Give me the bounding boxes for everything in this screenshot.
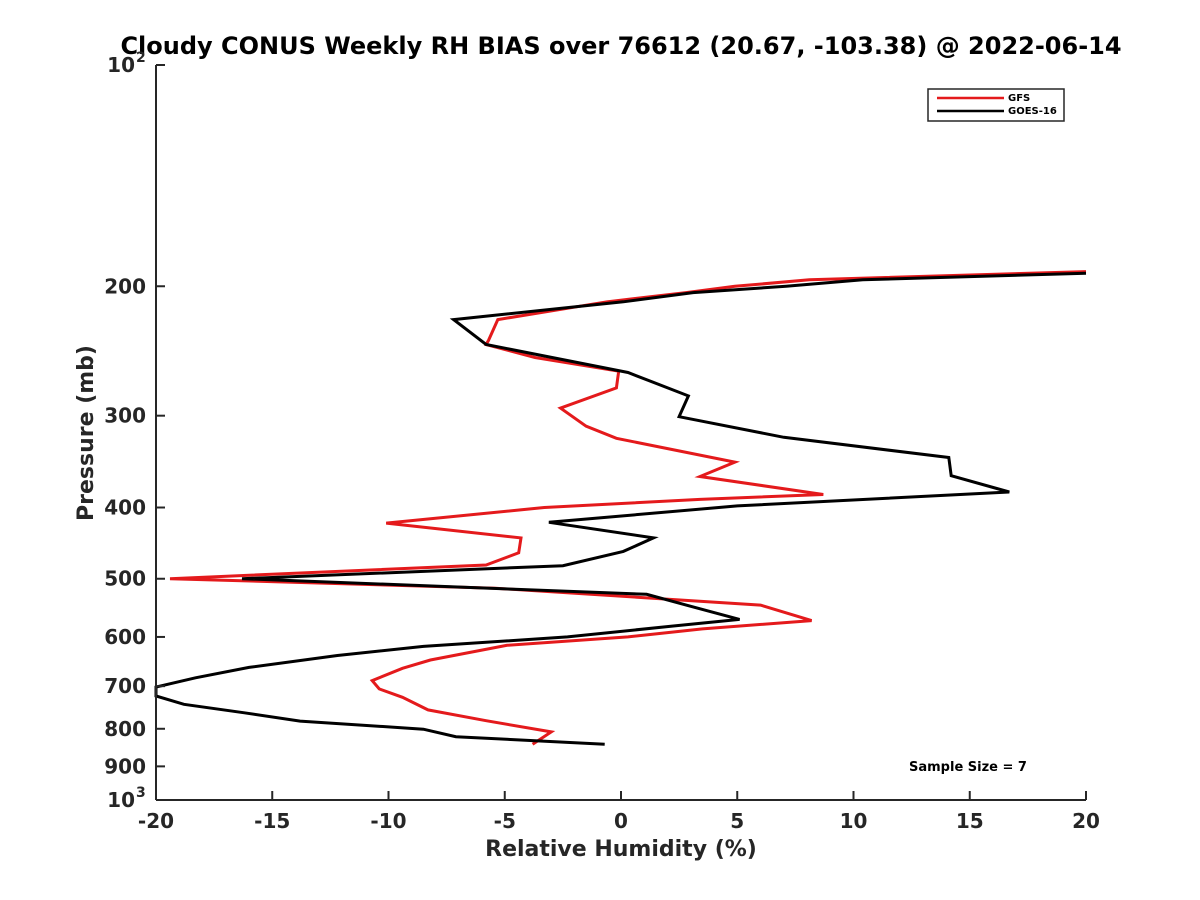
series-line-goes16 [154, 271, 1087, 746]
series-layer [154, 270, 1087, 746]
y-tick-label: 900 [104, 754, 146, 778]
x-axis-label: Relative Humidity (%) [485, 837, 757, 862]
series-line-gfs [169, 270, 1087, 746]
legend-label-gfs: GFS [1008, 93, 1030, 104]
y-tick-label: 500 [104, 567, 146, 591]
y-tick-label: 400 [104, 496, 146, 520]
x-tick-label: 10 [840, 809, 868, 833]
y-tick-label: 600 [104, 625, 146, 649]
y-tick-label: 10 [107, 788, 135, 812]
legend-box [927, 88, 1065, 122]
sample-size-annotation: Sample Size = 7 [909, 760, 1027, 775]
x-tick-label: -20 [138, 809, 174, 833]
y-axis-label: Pressure (mb) [74, 345, 99, 521]
x-tick-label: -10 [370, 809, 406, 833]
legend: GFS GOES-16 [927, 88, 1065, 122]
y-tick-label: 300 [104, 404, 146, 428]
plot-area [156, 65, 1086, 800]
legend-label-goes16: GOES-16 [1008, 106, 1057, 117]
y-tick-label: 700 [104, 674, 146, 698]
y-tick-label: 800 [104, 717, 146, 741]
y-tick-label: 200 [104, 274, 146, 298]
x-tick-label: 0 [614, 809, 628, 833]
x-tick-label: 15 [956, 809, 984, 833]
x-tick-label: -15 [254, 809, 290, 833]
x-tick-label: -5 [494, 809, 516, 833]
x-tick-label: 20 [1072, 809, 1100, 833]
y-tick-label: 10 [107, 53, 135, 77]
y-tick-exponent: 2 [136, 50, 146, 66]
x-tick-label: 5 [730, 809, 744, 833]
chart-title: Cloudy CONUS Weekly RH BIAS over 76612 (… [120, 32, 1121, 60]
x-axis-ticks: -20 -15 -10 -5 0 5 10 15 20 [138, 791, 1100, 833]
y-tick-exponent: 3 [136, 785, 146, 801]
